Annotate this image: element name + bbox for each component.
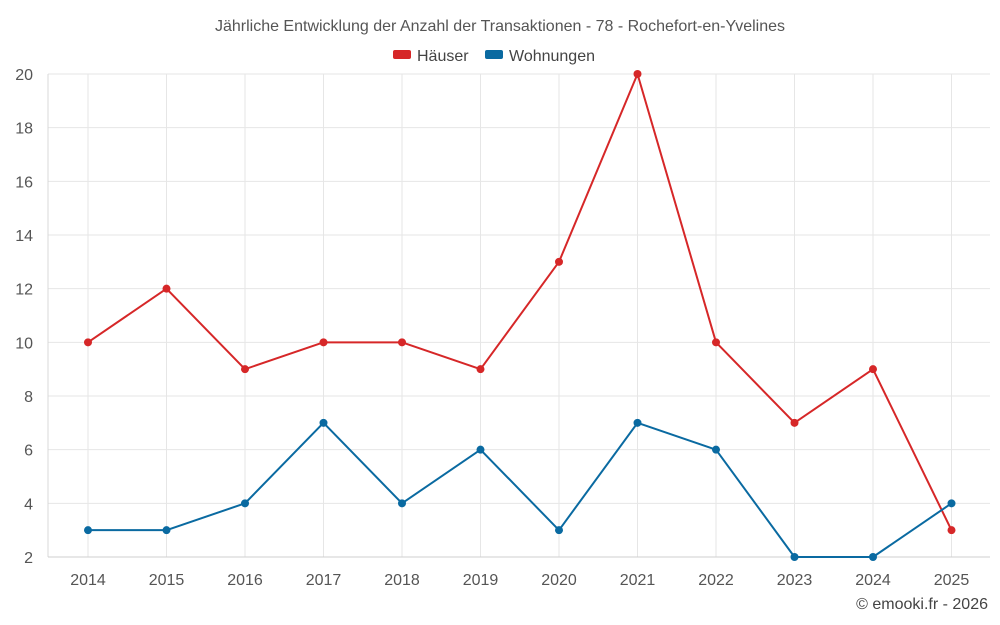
legend: Häuser Wohnungen [393, 48, 595, 65]
data-point-wohnungen[interactable] [476, 445, 485, 454]
credit-text: © emooki.fr - 2026 [856, 596, 988, 613]
x-tick-label: 2016 [227, 572, 263, 589]
data-point-haeuser[interactable] [869, 365, 877, 374]
y-tick-label: 8 [24, 389, 33, 406]
series-layer [84, 70, 956, 561]
series-line-wohnungen [88, 421, 953, 558]
legend-label-haeuser: Häuser [417, 48, 469, 65]
data-point-wohnungen[interactable] [84, 526, 92, 535]
data-point-wohnungen[interactable] [869, 553, 877, 561]
chart-title: Jährliche Entwicklung der Anzahl der Tra… [215, 18, 785, 35]
x-tick-label: 2025 [934, 572, 970, 589]
y-tick-label: 18 [15, 121, 33, 138]
x-tick-label: 2017 [306, 572, 342, 589]
data-point-haeuser[interactable] [633, 70, 642, 78]
y-tick-label: 6 [24, 443, 33, 460]
data-point-haeuser[interactable] [241, 365, 249, 374]
data-point-wohnungen[interactable] [319, 418, 328, 427]
series-line-haeuser [87, 73, 953, 531]
data-point-haeuser[interactable] [712, 338, 720, 347]
data-point-wohnungen[interactable] [398, 499, 406, 508]
legend-swatch-haeuser [393, 50, 411, 59]
legend-item-wohnungen[interactable]: Wohnungen [485, 48, 595, 65]
data-point-wohnungen[interactable] [633, 418, 642, 427]
y-tick-label: 2 [24, 550, 33, 567]
x-tick-label: 2019 [463, 572, 499, 589]
x-tick-label: 2022 [698, 572, 734, 589]
data-point-wohnungen[interactable] [162, 526, 171, 535]
x-tick-label: 2014 [70, 572, 106, 589]
y-axis: 2 4 6 8 10 12 14 16 18 20 [15, 67, 49, 567]
x-tick-label: 2015 [149, 572, 185, 589]
x-tick-label: 2023 [777, 572, 813, 589]
x-tick-label: 2024 [855, 572, 891, 589]
y-tick-label: 12 [15, 282, 33, 299]
data-point-haeuser[interactable] [790, 418, 799, 427]
y-tick-label: 4 [24, 496, 33, 513]
y-tick-label: 14 [15, 228, 33, 245]
data-point-haeuser[interactable] [162, 284, 171, 293]
grid [48, 73, 990, 558]
data-point-wohnungen[interactable] [241, 499, 249, 508]
data-point-haeuser[interactable] [319, 338, 328, 347]
data-point-haeuser[interactable] [476, 365, 485, 374]
legend-item-haeuser[interactable]: Häuser [393, 48, 469, 65]
x-axis: 2014 2015 2016 2017 2018 2019 2020 2021 2022 2023… [48, 556, 990, 589]
legend-swatch-wohnungen [485, 50, 503, 59]
y-tick-label: 20 [15, 67, 33, 84]
data-point-haeuser[interactable] [947, 526, 956, 535]
data-point-wohnungen[interactable] [947, 499, 956, 508]
x-tick-label: 2021 [620, 572, 656, 589]
y-tick-label: 10 [15, 335, 33, 352]
data-point-wohnungen[interactable] [555, 526, 563, 535]
y-tick-label: 16 [15, 174, 33, 191]
data-point-wohnungen[interactable] [712, 445, 720, 454]
x-tick-label: 2020 [541, 572, 577, 589]
data-point-haeuser[interactable] [398, 338, 406, 347]
data-point-haeuser[interactable] [555, 257, 563, 266]
data-point-haeuser[interactable] [84, 338, 92, 347]
data-point-wohnungen[interactable] [790, 553, 799, 561]
x-tick-label: 2018 [384, 572, 420, 589]
legend-label-wohnungen: Wohnungen [509, 48, 595, 65]
